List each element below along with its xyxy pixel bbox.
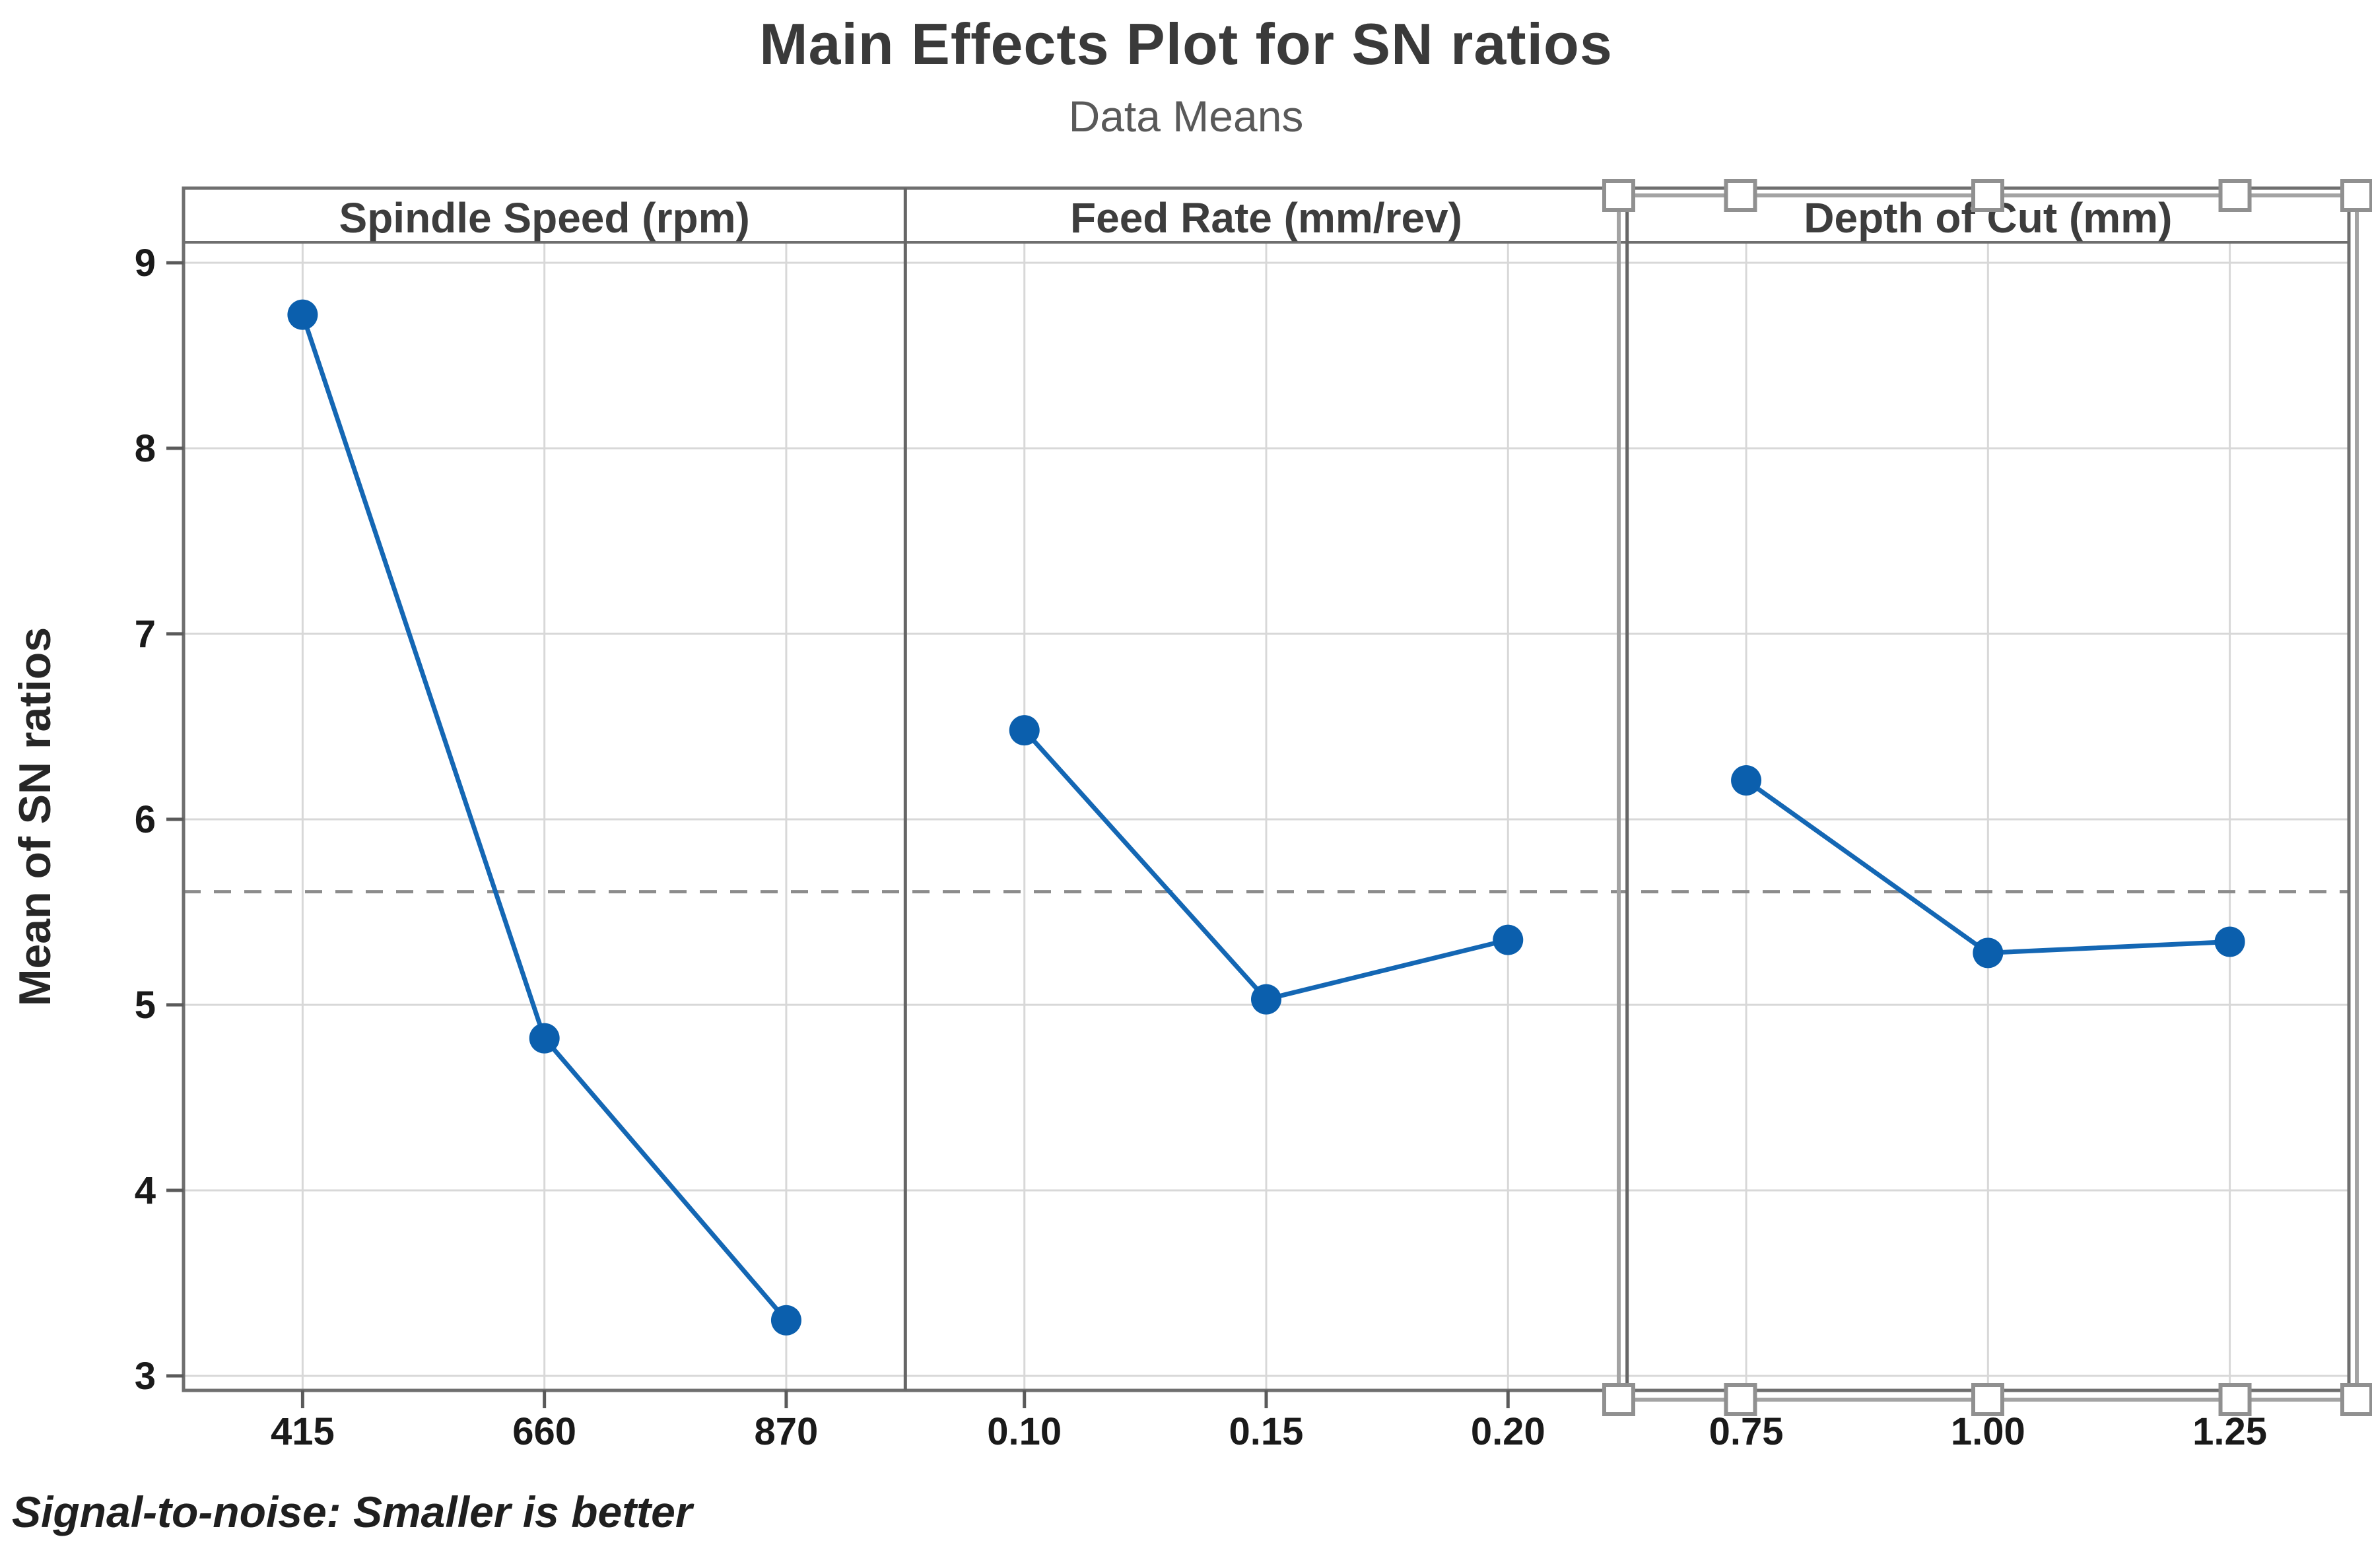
y-tick-label: 8 bbox=[135, 427, 156, 470]
signal-to-noise-footnote: Signal-to-noise: Smaller is better bbox=[12, 1487, 693, 1536]
data-point[interactable] bbox=[287, 299, 318, 330]
chart-subtitle: Data Means bbox=[1068, 92, 1304, 141]
selection-handle[interactable] bbox=[1602, 179, 1635, 212]
x-tick-label: 0.15 bbox=[1229, 1410, 1304, 1453]
data-point[interactable] bbox=[770, 1305, 801, 1336]
selection-handle[interactable] bbox=[2340, 179, 2372, 212]
selection-handle[interactable] bbox=[1602, 1383, 1635, 1416]
selection-handle[interactable] bbox=[2340, 1383, 2372, 1416]
data-point[interactable] bbox=[529, 1023, 560, 1054]
x-tick-label: 0.75 bbox=[1709, 1410, 1784, 1453]
x-tick-label: 415 bbox=[271, 1410, 335, 1453]
data-point[interactable] bbox=[1731, 765, 1762, 796]
selection-handle[interactable] bbox=[1971, 179, 2004, 212]
selection-handle[interactable] bbox=[1724, 179, 1757, 212]
x-tick-label: 870 bbox=[755, 1410, 819, 1453]
y-tick-label: 9 bbox=[135, 242, 156, 285]
x-tick-label: 660 bbox=[512, 1410, 576, 1453]
selection-handle[interactable] bbox=[1724, 1383, 1757, 1416]
data-point[interactable] bbox=[1973, 937, 2004, 969]
y-tick-label: 7 bbox=[135, 613, 156, 656]
chart-title: Main Effects Plot for SN ratios bbox=[759, 11, 1613, 77]
panel-header: Spindle Speed (rpm) bbox=[339, 194, 750, 242]
y-tick-label: 3 bbox=[135, 1355, 156, 1398]
y-tick-label: 6 bbox=[135, 798, 156, 841]
x-tick-label: 1.00 bbox=[1951, 1410, 2025, 1453]
x-tick-label: 0.20 bbox=[1471, 1410, 1545, 1453]
selection-handle[interactable] bbox=[2218, 179, 2252, 212]
data-point[interactable] bbox=[1251, 984, 1281, 1015]
selection-handle[interactable] bbox=[1971, 1383, 2004, 1416]
data-point[interactable] bbox=[2214, 926, 2245, 957]
data-point[interactable] bbox=[1009, 715, 1040, 746]
data-point[interactable] bbox=[1493, 924, 1524, 955]
x-tick-label: 0.10 bbox=[987, 1410, 1062, 1453]
y-tick-label: 5 bbox=[135, 984, 156, 1027]
x-tick-label: 1.25 bbox=[2192, 1410, 2267, 1453]
y-tick-label: 4 bbox=[135, 1169, 156, 1212]
y-axis-label: Mean of SN ratios bbox=[10, 627, 60, 1006]
panel-header: Feed Rate (mm/rev) bbox=[1070, 194, 1462, 242]
selection-handle[interactable] bbox=[2218, 1383, 2252, 1416]
